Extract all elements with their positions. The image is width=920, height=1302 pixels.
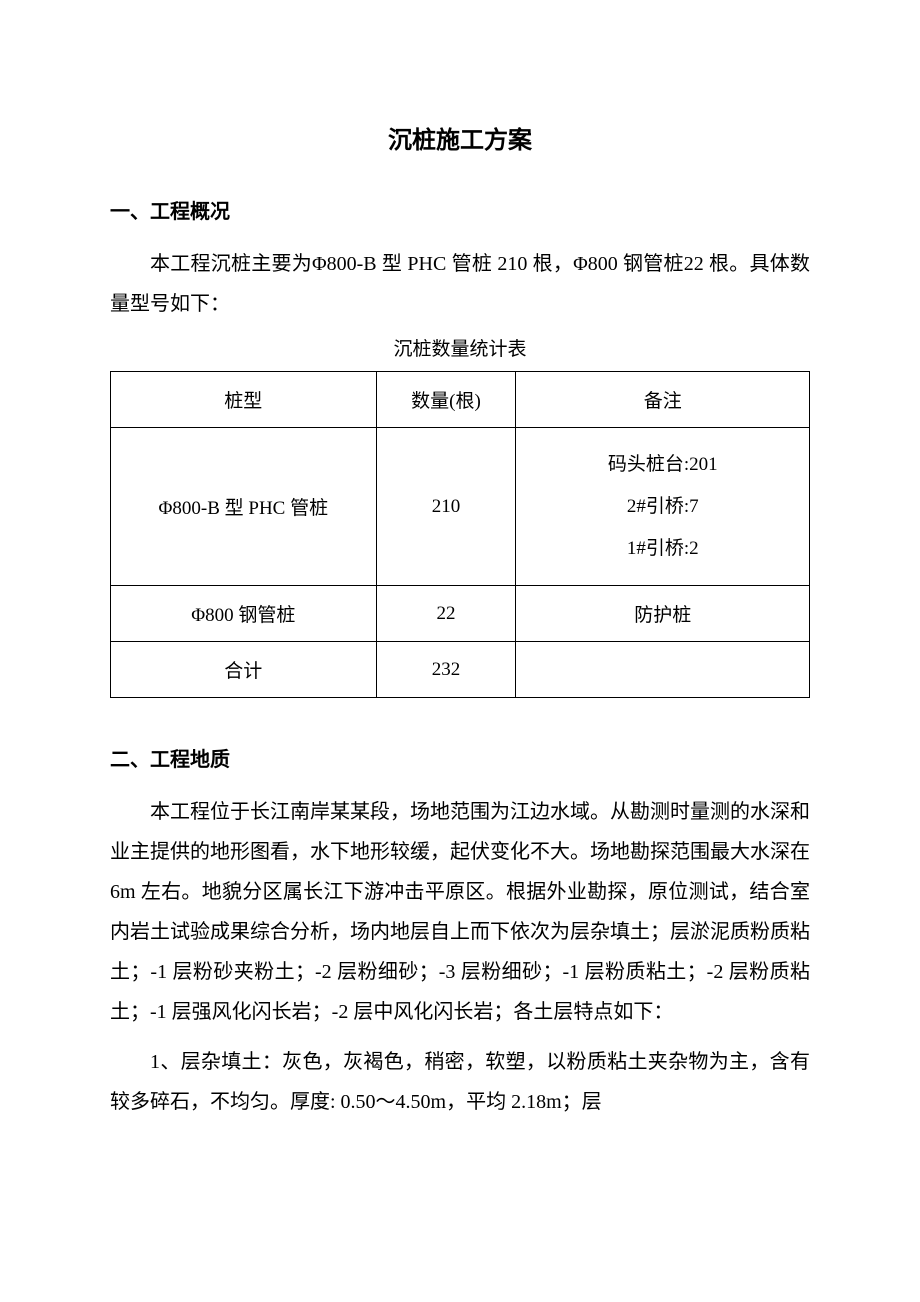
table-header-cell: 数量(根) [376,372,516,428]
table-cell: Φ800-B 型 PHC 管桩 [111,428,377,586]
table-cell-line: 码头桩台:201 [524,444,801,486]
pile-count-table: 桩型 数量(根) 备注 Φ800-B 型 PHC 管桩 210 码头桩台:201… [110,371,810,698]
table-cell: 合计 [111,642,377,698]
table-cell: Φ800 钢管桩 [111,586,377,642]
table-row: Φ800-B 型 PHC 管桩 210 码头桩台:201 2#引桥:7 1#引桥… [111,428,810,586]
section2-heading: 二、工程地质 [110,743,810,772]
table-caption: 沉桩数量统计表 [110,334,810,361]
table-cell: 232 [376,642,516,698]
section1-heading: 一、工程概况 [110,195,810,224]
table-cell [516,642,810,698]
section2-paragraph2: 1、层杂填土：灰色，灰褐色，稍密，软塑，以粉质粘土夹杂物为主，含有较多碎石，不均… [110,1042,810,1122]
table-cell-line: 2#引桥:7 [524,486,801,528]
section2-paragraph1: 本工程位于长江南岸某某段，场地范围为江边水域。从勘测时量测的水深和业主提供的地形… [110,792,810,1032]
section1-paragraph1: 本工程沉桩主要为Φ800-B 型 PHC 管桩 210 根，Φ800 钢管桩22… [110,244,810,324]
table-header-cell: 桩型 [111,372,377,428]
table-header-row: 桩型 数量(根) 备注 [111,372,810,428]
table-cell: 210 [376,428,516,586]
document-title: 沉桩施工方案 [110,120,810,155]
table-cell-line: 1#引桥:2 [524,528,801,570]
table-row: Φ800 钢管桩 22 防护桩 [111,586,810,642]
table-header-cell: 备注 [516,372,810,428]
table-row: 合计 232 [111,642,810,698]
table-cell: 码头桩台:201 2#引桥:7 1#引桥:2 [516,428,810,586]
table-cell: 防护桩 [516,586,810,642]
table-cell: 22 [376,586,516,642]
